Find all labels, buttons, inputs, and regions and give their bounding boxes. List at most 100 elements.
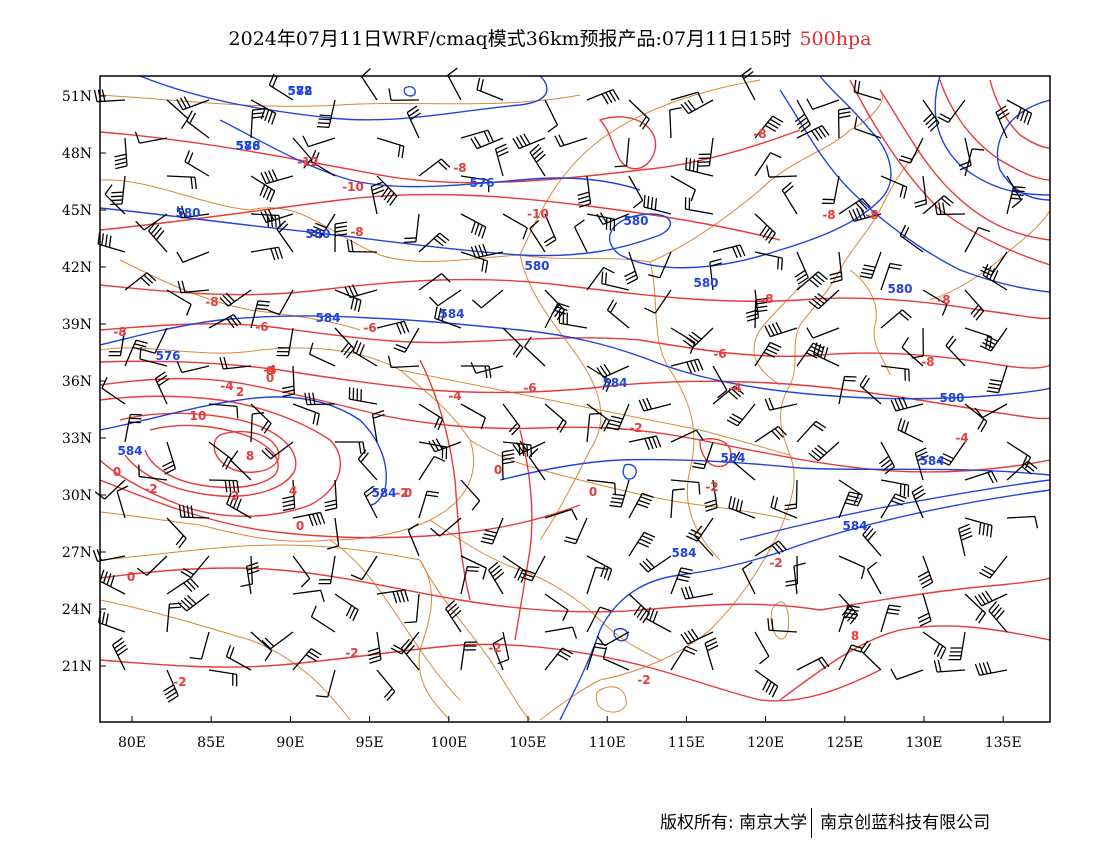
wind-barb	[767, 618, 798, 633]
wind-barb	[308, 342, 336, 367]
wind-barb	[709, 258, 723, 291]
wind-barb	[838, 197, 871, 215]
wind-barb	[524, 336, 546, 367]
wind-barb	[754, 669, 779, 698]
temperature-label: -6	[363, 321, 376, 335]
wind-barb	[186, 110, 210, 139]
temperature-label: -2	[173, 675, 186, 689]
wind-barb	[403, 213, 420, 244]
geopotential-label: 584	[671, 546, 696, 560]
wind-barb	[980, 251, 1008, 276]
wind-barb	[986, 365, 1008, 394]
wind-barb	[114, 137, 128, 170]
title-level: 500hpa	[799, 28, 872, 50]
wind-barb	[712, 244, 746, 259]
wind-barb	[136, 555, 168, 576]
wind-barb	[512, 133, 546, 150]
wind-barb	[606, 403, 630, 431]
temperature-label: -4	[955, 431, 968, 445]
wind-barb	[922, 631, 947, 660]
wind-barb	[148, 221, 168, 253]
wind-barb	[250, 246, 284, 261]
korea-peninsula	[849, 269, 891, 376]
wind-barb	[166, 175, 197, 190]
wind-barb	[460, 479, 481, 511]
wind-barb	[880, 479, 910, 498]
temperature-label: 2	[236, 385, 244, 399]
wind-barb	[911, 485, 926, 519]
wind-barb	[586, 566, 608, 595]
geopotential-label: 584	[117, 444, 142, 458]
wind-barb	[1006, 175, 1022, 209]
wind-barb	[302, 135, 336, 148]
temperature-label: -2	[769, 556, 782, 570]
wind-barb	[741, 561, 756, 595]
wind-barb	[670, 91, 704, 104]
wind-barb	[964, 593, 986, 624]
wind-barb	[554, 134, 588, 148]
wind-barb	[250, 175, 276, 203]
wind-barb	[880, 262, 903, 291]
geopotential-label: 584	[315, 311, 340, 325]
geopotential-label: 580	[305, 227, 330, 241]
geopotential-label: 584	[919, 454, 944, 468]
wind-barb	[544, 626, 578, 639]
wind-barb	[638, 397, 672, 412]
wind-barb	[1006, 441, 1032, 469]
temperature-label: 4	[289, 484, 297, 498]
wind-barb	[292, 555, 311, 588]
wind-barb	[208, 313, 242, 329]
wind-barb	[529, 143, 546, 177]
wind-barb	[445, 600, 462, 633]
wind-barb	[712, 365, 728, 399]
japan-coast	[929, 209, 1050, 301]
wind-barb	[838, 479, 863, 507]
wind-barb	[470, 243, 504, 259]
wind-barb	[108, 327, 126, 357]
wind-barb	[945, 335, 966, 367]
geopotential-labels: 572 576 576 580 580 580 580 580 580 580 576 584 584 5…	[117, 84, 964, 560]
wind-barb	[334, 593, 359, 621]
wind-barb	[124, 272, 157, 291]
wind-barb	[754, 115, 784, 139]
wind-barb	[292, 137, 312, 169]
wind-barb	[726, 403, 756, 427]
geopotential-label: 580	[939, 391, 964, 405]
temperature-label: -4	[220, 379, 233, 393]
temperature-label: 0	[589, 485, 597, 499]
y-tick-label: 24N	[62, 602, 92, 618]
temperature-label: 0	[266, 371, 274, 385]
wind-barb	[704, 479, 718, 512]
wind-barb	[609, 479, 630, 508]
wind-barb	[669, 106, 682, 139]
wind-barb	[219, 356, 252, 370]
wind-barb	[754, 631, 770, 665]
wind-barb	[644, 289, 672, 314]
temperature-label: -2	[345, 646, 358, 660]
wind-barb	[376, 320, 410, 335]
temperature-label: 0	[404, 486, 412, 500]
y-tick-label: 45N	[62, 203, 92, 219]
temperature-label: -2	[705, 480, 718, 494]
temperature-label: -6	[523, 381, 536, 395]
wind-barb	[250, 631, 273, 662]
wind-barb	[177, 593, 210, 612]
wind-barb	[292, 589, 325, 603]
wind-barb	[520, 555, 546, 582]
wind-barb	[544, 99, 559, 133]
wind-barb	[938, 441, 966, 466]
wind-barb	[853, 79, 882, 101]
y-tick-label: 39N	[62, 317, 92, 333]
wind-barb	[544, 647, 574, 671]
temperature-label: -12	[297, 155, 319, 169]
wind-barb	[917, 593, 932, 627]
wind-barb	[308, 213, 336, 239]
wind-barb	[686, 517, 714, 542]
wind-barb	[979, 327, 1008, 352]
wind-barb	[376, 175, 398, 206]
temperature-label: -8	[113, 325, 126, 339]
wind-barb	[166, 577, 199, 595]
wind-barb	[112, 637, 128, 671]
temperature-label: -2	[144, 482, 157, 496]
wind-barb	[922, 195, 954, 215]
